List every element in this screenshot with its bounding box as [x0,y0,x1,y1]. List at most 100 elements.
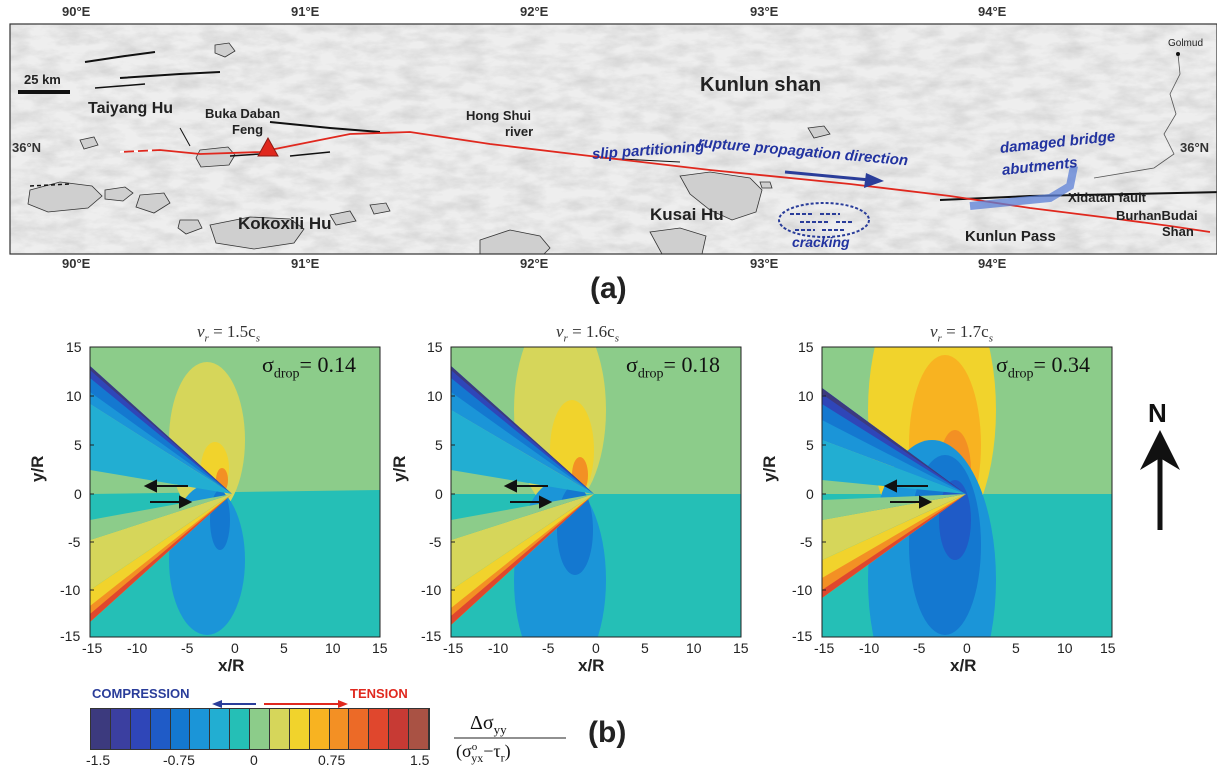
y-axis-label-3: y/R [760,455,779,482]
label-kokoxili-hu: Kokoxili Hu [238,214,332,233]
map-panel: 90°E 91°E 92°E 93°E 94°E [0,0,1217,305]
colorbar-tick: 1.5 [410,752,430,768]
panel-title-1: vr = 1.5cs [197,322,260,344]
label-buka-daban-1: Buka Daban [205,106,281,121]
title-rest: = 1.5c [208,322,256,341]
label-kunlun-shan: Kunlun shan [700,74,822,96]
north-arrow-icon [1140,430,1180,530]
colorbar-swatch [349,709,370,749]
sigma-eq: = [663,352,676,377]
x-tick: 15 [372,640,388,656]
colorbar-arrows [212,700,348,708]
colorbar-swatch [329,709,350,749]
sigma-value: 0.14 [317,352,356,377]
x-tick: 15 [1100,640,1116,656]
x-axis-label-1: x/R [218,656,245,675]
y-tick: 0 [435,486,443,502]
colorbar-tick: 0.75 [318,752,346,768]
title-sub2: s [614,332,619,345]
y-tick: -10 [60,582,81,598]
x-tick: -15 [443,640,464,656]
label-xidatan-fault: Xidatan fault [1068,190,1147,205]
panel-title-3: vr = 1.7cs [930,322,993,344]
x-tick: 15 [733,640,749,656]
lon-label-91-top: 91°E [291,4,320,19]
y-tick: 5 [74,437,82,453]
label-burhanbudai-2: Shan [1162,224,1194,239]
colorbar-swatch [389,709,409,749]
title-v: v [197,322,205,341]
sigma-value: 0.34 [1051,352,1090,377]
colorbar-swatch [409,709,429,749]
label-buka-daban-2: Feng [232,122,264,137]
x-tick: 10 [686,640,702,656]
lon-label-92-bottom: 92°E [520,256,549,271]
title-v: v [556,322,564,341]
colorbar-swatch [150,709,171,749]
x-tick: -15 [814,640,835,656]
cb-den-sub: yx [471,750,484,765]
sigma-sub: drop [273,366,300,382]
lon-label-92-top: 92°E [520,4,549,19]
x-axis-label-3: x/R [950,656,977,675]
tension-label: TENSION [350,686,408,701]
x-tick: 5 [280,640,288,656]
map-figure [9,23,1217,255]
title-v: v [930,322,938,341]
panel-letter-a: (a) [590,272,627,305]
title-rest: = 1.6c [567,322,615,341]
sigma-label-3: σdrop= 0.34 [996,352,1090,382]
colorbar-label-numerator: Δσyy [470,712,507,738]
colorbar-swatch [309,709,330,749]
label-kunlun-pass: Kunlun Pass [965,228,1056,245]
colorbar-swatch [91,709,111,749]
contour-plot-2 [451,347,741,637]
y-tick: 5 [435,437,443,453]
panel-letter-b: (b) [588,716,627,749]
colorbar-swatch [230,709,250,749]
cb-den-sup: o [471,741,478,753]
y-tick: -10 [792,582,813,598]
x-axis-label-2: x/R [578,656,605,675]
cb-num-sub: yy [493,722,507,737]
lon-label-93-bottom: 93°E [750,256,779,271]
colorbar-swatch [190,709,211,749]
label-burhanbudai-1: BurhanBudai [1116,208,1198,223]
sigma-eq: = [1033,352,1046,377]
cb-num: Δσ [470,712,494,734]
north-label: N [1148,398,1167,428]
colorbar-swatch [170,709,191,749]
label-cracking: cracking [792,234,850,250]
y-tick: 15 [66,339,82,355]
title-rest: = 1.7c [941,322,989,341]
title-sub2: s [255,332,260,345]
y-tick: -5 [429,534,442,550]
y-tick: 10 [798,388,814,404]
label-kusai-hu: Kusai Hu [650,205,724,224]
y-tick: 0 [74,486,82,502]
x-tick: -5 [181,640,194,656]
colorbar-label-denominator: (σoyx−τr) [456,741,511,766]
y-tick: 10 [427,388,443,404]
x-tick: 10 [325,640,341,656]
title-sub: r [563,332,568,345]
x-tick: 0 [231,640,239,656]
sigma-label-1: σdrop= 0.14 [262,352,356,382]
lon-label-93-top: 93°E [750,4,779,19]
colorbar-tick: 0 [250,752,258,768]
cb-den-open: (σ [456,741,472,761]
contour-plot-1 [90,347,380,637]
sigma-symbol: σ [262,352,274,377]
x-tick: -5 [913,640,926,656]
compression-label: COMPRESSION [92,686,190,701]
lon-label-94-top: 94°E [978,4,1007,19]
lon-label-91-bottom: 91°E [291,256,320,271]
title-sub: r [937,332,942,345]
sigma-label-2: σdrop= 0.18 [626,352,720,382]
x-tick: 0 [592,640,600,656]
label-hong-shui-2: river [505,124,534,139]
label-hong-shui-1: Hong Shui [466,108,531,123]
label-golmud: Golmud [1168,38,1204,49]
slip-arrows [143,479,933,509]
y-tick: 0 [806,486,814,502]
